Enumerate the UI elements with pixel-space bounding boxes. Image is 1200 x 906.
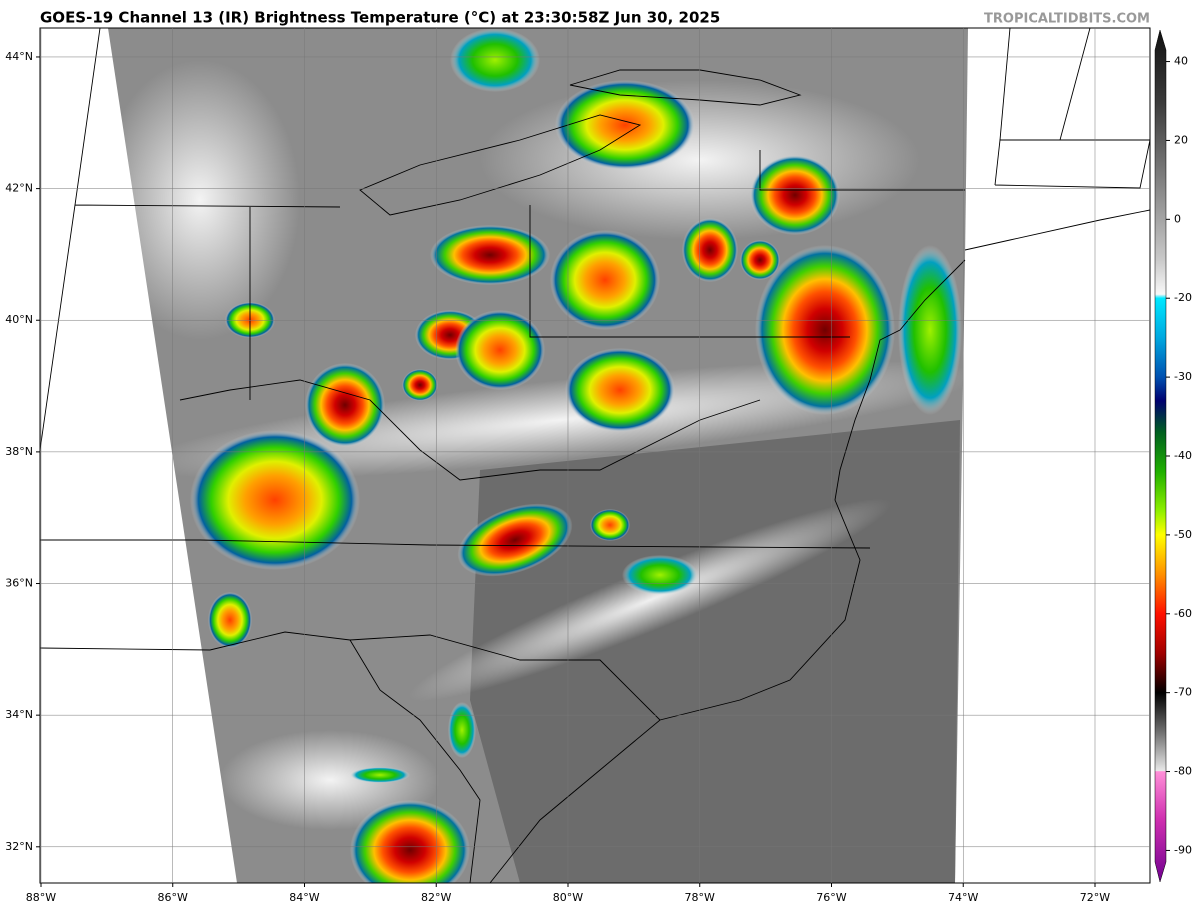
colorbar-label: -20 [1174, 291, 1192, 304]
colorbar-label: -40 [1174, 449, 1192, 462]
map-frame [39, 27, 1151, 884]
x-tick-label: 76°W [816, 891, 846, 904]
y-tick-label: 36°N [5, 577, 33, 590]
x-tick-label: 80°W [553, 891, 583, 904]
y-tick-label: 38°N [5, 445, 33, 458]
y-tick-label: 40°N [5, 313, 33, 326]
y-tick-label: 44°N [5, 50, 33, 63]
colorbar-label: 40 [1174, 55, 1188, 68]
title: GOES-19 Channel 13 (IR) Brightness Tempe… [40, 9, 720, 27]
x-tick-label: 72°W [1080, 891, 1110, 904]
y-tick-label: 32°N [5, 840, 33, 853]
x-tick-label: 86°W [158, 891, 188, 904]
x-tick-label: 88°W [26, 891, 56, 904]
colorbar-label: 20 [1174, 133, 1188, 146]
x-tick-label: 82°W [421, 891, 451, 904]
imagery [40, 28, 1150, 883]
x-tick-label: 84°W [289, 891, 319, 904]
x-tick-label: 74°W [948, 891, 978, 904]
colorbar-label: -80 [1174, 765, 1192, 778]
y-tick-label: 34°N [5, 708, 33, 721]
colorbar-label: -70 [1174, 686, 1192, 699]
y-tick-label: 42°N [5, 182, 33, 195]
colorbar [1154, 29, 1167, 883]
x-tick-label: 78°W [685, 891, 715, 904]
colorbar-label: 0 [1174, 212, 1181, 225]
colorbar-label: -30 [1174, 370, 1192, 383]
credit: TROPICALTIDBITS.COM [984, 12, 1150, 27]
colorbar-label: -90 [1174, 843, 1192, 856]
colorbar-label: -60 [1174, 607, 1192, 620]
colorbar-label: -50 [1174, 528, 1192, 541]
